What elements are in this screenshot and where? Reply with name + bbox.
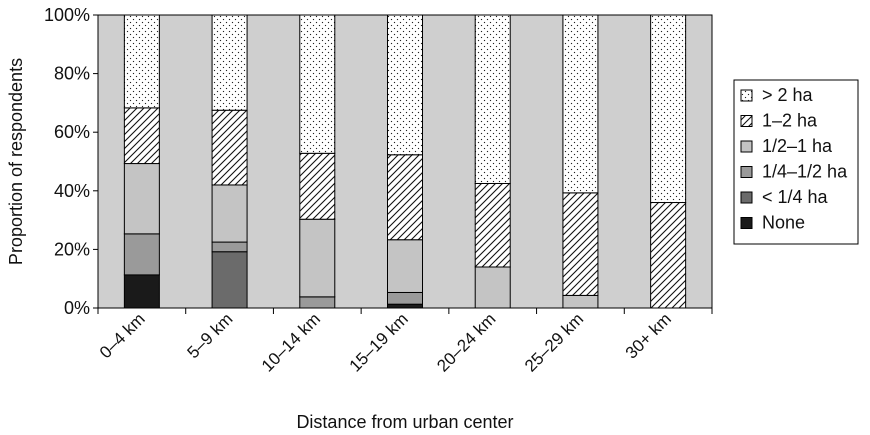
x-tick-label: 10–14 km xyxy=(258,309,324,375)
y-tick-label: 80% xyxy=(54,64,90,84)
bar-segment-one_two-6 xyxy=(650,202,687,309)
y-tick-label: 60% xyxy=(54,122,90,142)
legend-label-lt_quarter: < 1/4 ha xyxy=(762,187,829,207)
bar-segment-gt_two-1 xyxy=(211,14,248,111)
legend-swatch-gt_two xyxy=(740,89,753,102)
bar-segment-gt_two-6 xyxy=(650,14,687,204)
y-tick-label: 0% xyxy=(64,298,90,318)
legend-swatch-one_two xyxy=(740,115,753,127)
y-tick-label: 40% xyxy=(54,181,90,201)
bar-segment-one_two-4 xyxy=(474,182,511,268)
x-tick-label: 25–29 km xyxy=(521,309,587,375)
bar-segment-half_one-5 xyxy=(562,294,599,309)
bar-segment-quarter_half-2 xyxy=(299,296,336,309)
bar-segment-half_one-0 xyxy=(123,163,160,235)
bar-segment-quarter_half-1 xyxy=(211,241,248,253)
bar-segment-gt_two-5 xyxy=(562,14,599,194)
y-tick-label: 100% xyxy=(44,5,90,25)
bar-segment-half_one-1 xyxy=(211,184,248,243)
bar-segment-lt_quarter-1 xyxy=(211,251,248,309)
x-axis-label: Distance from urban center xyxy=(296,412,513,432)
x-tick-label: 20–24 km xyxy=(433,309,499,375)
legend-swatch-none xyxy=(740,217,753,229)
bar-segment-gt_two-4 xyxy=(474,14,511,184)
legend-swatch-lt_quarter xyxy=(740,191,753,204)
legend-swatch-quarter_half xyxy=(740,166,753,178)
legend-swatch-half_one xyxy=(740,140,753,153)
x-tick-label: 15–19 km xyxy=(346,309,412,375)
x-tick-label: 30+ km xyxy=(622,309,675,362)
bar-segment-quarter_half-0 xyxy=(123,233,160,276)
legend-label-half_one: 1/2–1 ha xyxy=(762,136,833,156)
bar-segment-one_two-5 xyxy=(562,192,599,296)
bar-segment-one_two-3 xyxy=(387,154,423,241)
legend-label-none: None xyxy=(762,213,805,233)
legend-label-one_two: 1–2 ha xyxy=(762,111,818,131)
bar-segment-half_one-3 xyxy=(387,239,423,293)
legend-label-gt_two: > 2 ha xyxy=(762,85,814,105)
x-tick-label: 0–4 km xyxy=(96,309,149,362)
y-axis-label: Proportion of respondents xyxy=(6,58,26,265)
bar-segment-one_two-0 xyxy=(123,107,160,165)
bar-segment-quarter_half-3 xyxy=(387,291,423,305)
legend: > 2 ha 1–2 ha 1/2–1 ha 1/4–1/2 ha < 1/4 ha No… xyxy=(733,79,859,245)
bar-segment-one_two-1 xyxy=(211,109,248,186)
bar-segment-half_one-4 xyxy=(474,266,511,309)
bar-segment-gt_two-0 xyxy=(123,14,160,109)
bar-segment-none-3 xyxy=(387,303,423,309)
bar-segment-one_two-2 xyxy=(299,152,336,220)
bar-segment-gt_two-2 xyxy=(299,14,336,154)
x-tick-label: 5–9 km xyxy=(184,309,237,362)
bars-group xyxy=(123,14,687,309)
legend-label-quarter_half: 1/4–1/2 ha xyxy=(762,162,848,182)
y-tick-label: 20% xyxy=(54,239,90,259)
bar-segment-none-0 xyxy=(123,274,160,309)
bar-segment-half_one-2 xyxy=(299,218,336,298)
legend-box xyxy=(733,79,859,245)
bar-segment-gt_two-3 xyxy=(387,14,423,156)
